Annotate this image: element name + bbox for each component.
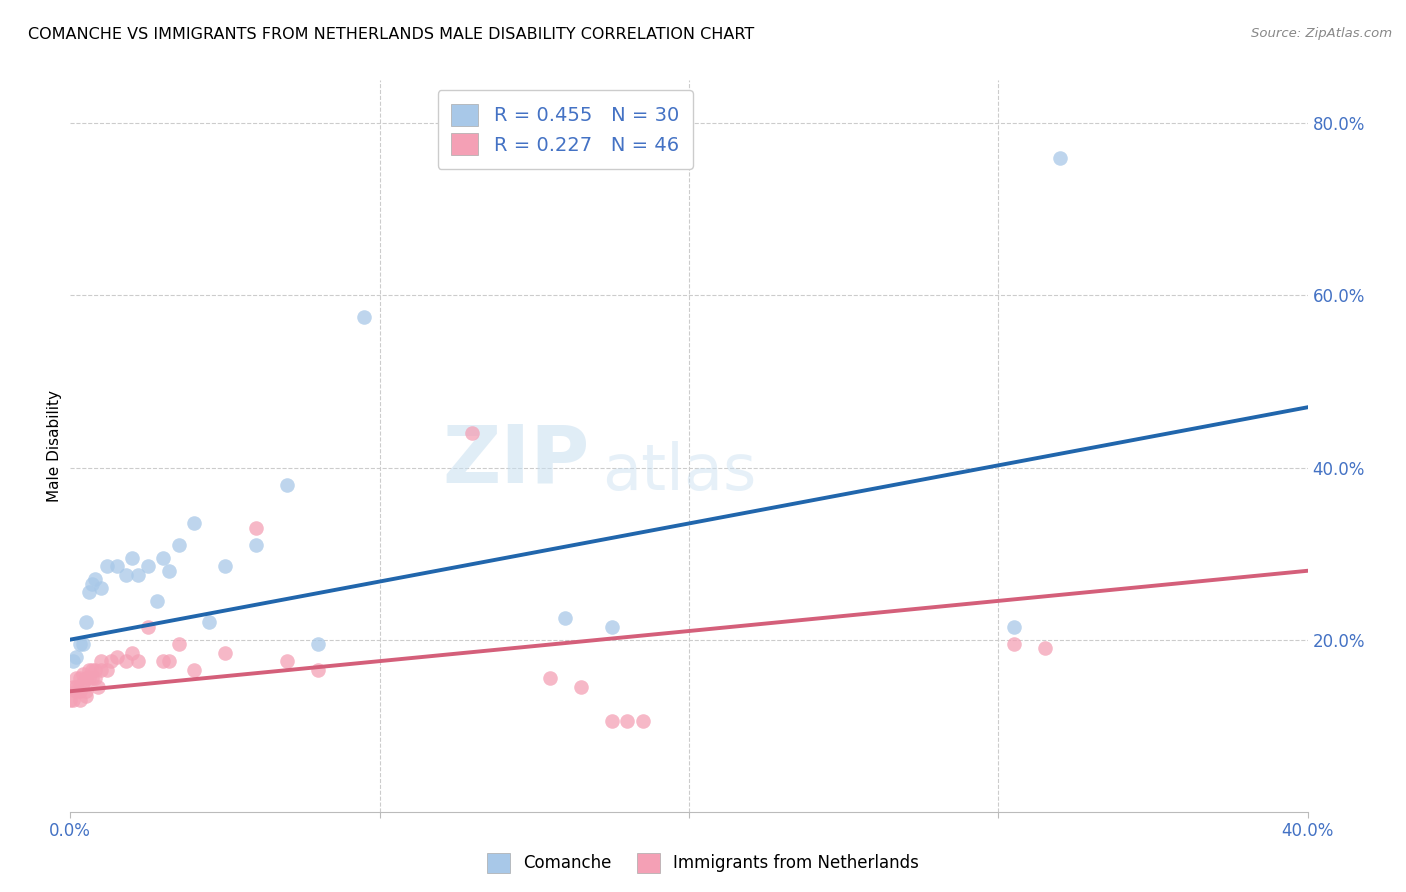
Point [276,654,298,668]
Y-axis label: Male Disability: Male Disability [46,390,62,502]
Point [1049,151,1071,165]
Point [127,654,149,668]
Point [167,538,190,552]
Point [65,684,87,698]
Text: atlas: atlas [602,441,756,502]
Point [631,714,654,729]
Point [72,637,94,651]
Point [100,654,122,668]
Point [1002,620,1025,634]
Point [461,426,484,441]
Point [69,693,91,707]
Point [157,564,180,578]
Point [96,559,118,574]
Point [353,310,375,324]
Point [105,649,128,664]
Point [146,594,169,608]
Point [65,671,87,685]
Point [183,516,205,531]
Point [198,615,221,630]
Point [90,581,112,595]
Point [115,654,138,668]
Point [136,620,159,634]
Text: ZIP: ZIP [443,422,591,500]
Point [90,654,112,668]
Point [72,667,94,681]
Point [136,559,159,574]
Point [600,714,623,729]
Point [90,663,112,677]
Point [77,663,100,677]
Point [84,671,107,685]
Point [600,620,623,634]
Point [84,573,107,587]
Point [77,671,100,685]
Point [72,675,94,690]
Point [80,663,103,677]
Point [183,663,205,677]
Point [65,649,87,664]
Point [69,684,91,698]
Point [80,576,103,591]
Point [96,663,118,677]
Point [75,684,97,698]
Point [152,654,174,668]
Legend: R = 0.455   N = 30, R = 0.227   N = 46: R = 0.455 N = 30, R = 0.227 N = 46 [437,90,693,169]
Text: Source: ZipAtlas.com: Source: ZipAtlas.com [1251,27,1392,40]
Point [616,714,638,729]
Point [121,646,143,660]
Point [105,559,128,574]
Text: COMANCHE VS IMMIGRANTS FROM NETHERLANDS MALE DISABILITY CORRELATION CHART: COMANCHE VS IMMIGRANTS FROM NETHERLANDS … [28,27,755,42]
Point [307,663,329,677]
Point [75,689,97,703]
Point [69,671,91,685]
Point [307,637,329,651]
Point [167,637,190,651]
Point [121,550,143,565]
Point [569,680,592,694]
Point [80,671,103,685]
Point [115,568,138,582]
Point [1033,641,1056,656]
Point [152,550,174,565]
Point [245,521,267,535]
Point [245,538,267,552]
Point [214,646,236,660]
Point [84,663,107,677]
Point [1002,637,1025,651]
Point [62,693,84,707]
Point [77,585,100,599]
Point [276,477,298,491]
Point [87,680,110,694]
Point [157,654,180,668]
Point [62,680,84,694]
Point [65,680,87,694]
Point [75,615,97,630]
Point [62,654,84,668]
Point [75,671,97,685]
Point [59,693,82,707]
Point [214,559,236,574]
Legend: Comanche, Immigrants from Netherlands: Comanche, Immigrants from Netherlands [479,847,927,880]
Point [554,611,576,625]
Point [127,568,149,582]
Point [69,637,91,651]
Point [538,671,561,685]
